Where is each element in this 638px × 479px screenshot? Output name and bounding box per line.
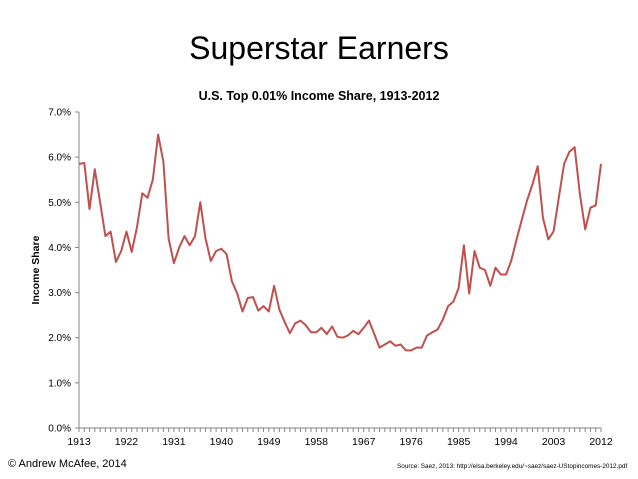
x-tick-label: 1976: [400, 436, 424, 448]
y-tick-label: 0.0%: [48, 424, 71, 435]
x-tick-label: 1940: [210, 436, 234, 448]
y-tick-label: 3.0%: [48, 288, 71, 299]
y-tick-label: 2.0%: [48, 333, 71, 344]
series-line: [78, 133, 602, 352]
y-tick-label: 1.0%: [48, 378, 71, 389]
x-tick-label: 1949: [257, 436, 281, 448]
x-tick-label: 1913: [67, 436, 91, 448]
y-axis-label: Income Share: [30, 235, 42, 304]
x-tick-label: 2012: [589, 436, 613, 448]
x-tick-label: 1931: [162, 436, 186, 448]
y-tick-label: 6.0%: [48, 153, 71, 164]
chart-title: U.S. Top 0.01% Income Share, 1913-2012: [199, 89, 440, 103]
x-tick-label: 2003: [542, 436, 566, 448]
x-tick-label: 1985: [447, 436, 471, 448]
x-tick-label: 1994: [494, 436, 518, 448]
slide-title: Superstar Earners: [189, 30, 449, 66]
x-axis-ticks: 1913 1922 1931 1940 1949 1958 1967 1976 1985 1994…: [67, 428, 613, 448]
y-axis-ticks: 0.0% 1.0% 2.0% 3.0% 4.0% 5.0% 6.0% 7.0%: [48, 108, 79, 435]
y-tick-label: 7.0%: [48, 108, 71, 119]
source-citation: Source: Saez, 2013: http://elsa.berkeley…: [397, 463, 628, 470]
y-tick-label: 5.0%: [48, 198, 71, 209]
x-tick-label: 1922: [115, 436, 139, 448]
x-tick-label: 1958: [305, 436, 329, 448]
series-layer: [78, 133, 602, 352]
y-tick-label: 4.0%: [48, 243, 71, 254]
copyright-notice: © Andrew McAfee, 2014: [8, 458, 127, 470]
x-tick-label: 1967: [352, 436, 376, 448]
axes: [78, 112, 601, 429]
